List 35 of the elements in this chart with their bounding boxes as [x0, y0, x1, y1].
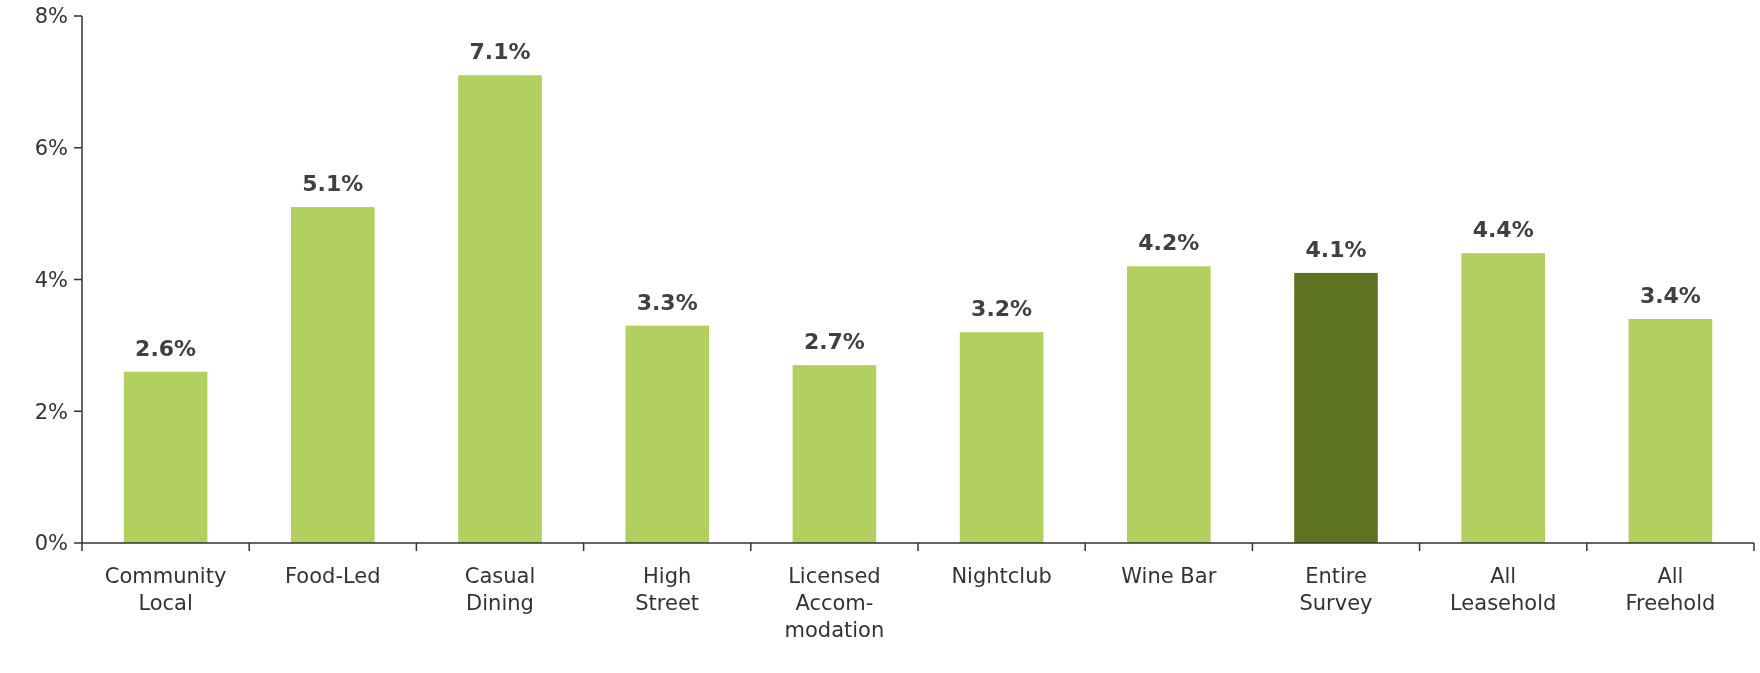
data-label: 3.4% [1639, 283, 1701, 309]
data-label: 2.7% [803, 329, 865, 355]
bar [625, 325, 709, 543]
y-tick-label: 8% [34, 4, 68, 29]
x-tick-label: All Freehold [1625, 564, 1716, 615]
data-label: 4.4% [1472, 217, 1534, 243]
x-tick-label: All Leasehold [1450, 564, 1557, 615]
data-label: 7.1% [469, 39, 531, 65]
x-tick-label: Wine Bar [1121, 564, 1217, 588]
data-label: 2.6% [135, 335, 197, 361]
x-tick-label: Licensed Accom- modation [784, 564, 885, 642]
y-tick-label: 4% [34, 267, 68, 292]
data-label: 5.1% [302, 171, 364, 197]
y-tick-label: 2% [34, 399, 68, 424]
bar [1628, 319, 1713, 543]
x-tick-label: Casual Dining [464, 564, 536, 615]
bar [291, 207, 375, 543]
data-label: 3.2% [971, 296, 1033, 322]
bar [1294, 272, 1378, 543]
data-label: 4.1% [1305, 236, 1367, 262]
bar [1461, 253, 1545, 543]
bar [458, 75, 542, 543]
bar [792, 365, 877, 543]
x-tick-label: High Street [635, 564, 700, 615]
x-tick-label: Entire Survey [1299, 564, 1373, 615]
bar [123, 371, 208, 543]
x-tick-label: Food-Led [285, 564, 381, 588]
data-label: 3.3% [636, 289, 698, 315]
x-tick-label: Community Local [104, 564, 227, 615]
data-label: 4.2% [1138, 230, 1200, 256]
y-tick-label: 6% [34, 136, 68, 161]
bar [959, 332, 1044, 543]
bar [1127, 266, 1211, 543]
x-tick-label: Nightclub [951, 564, 1052, 588]
y-tick-label: 0% [34, 531, 68, 556]
